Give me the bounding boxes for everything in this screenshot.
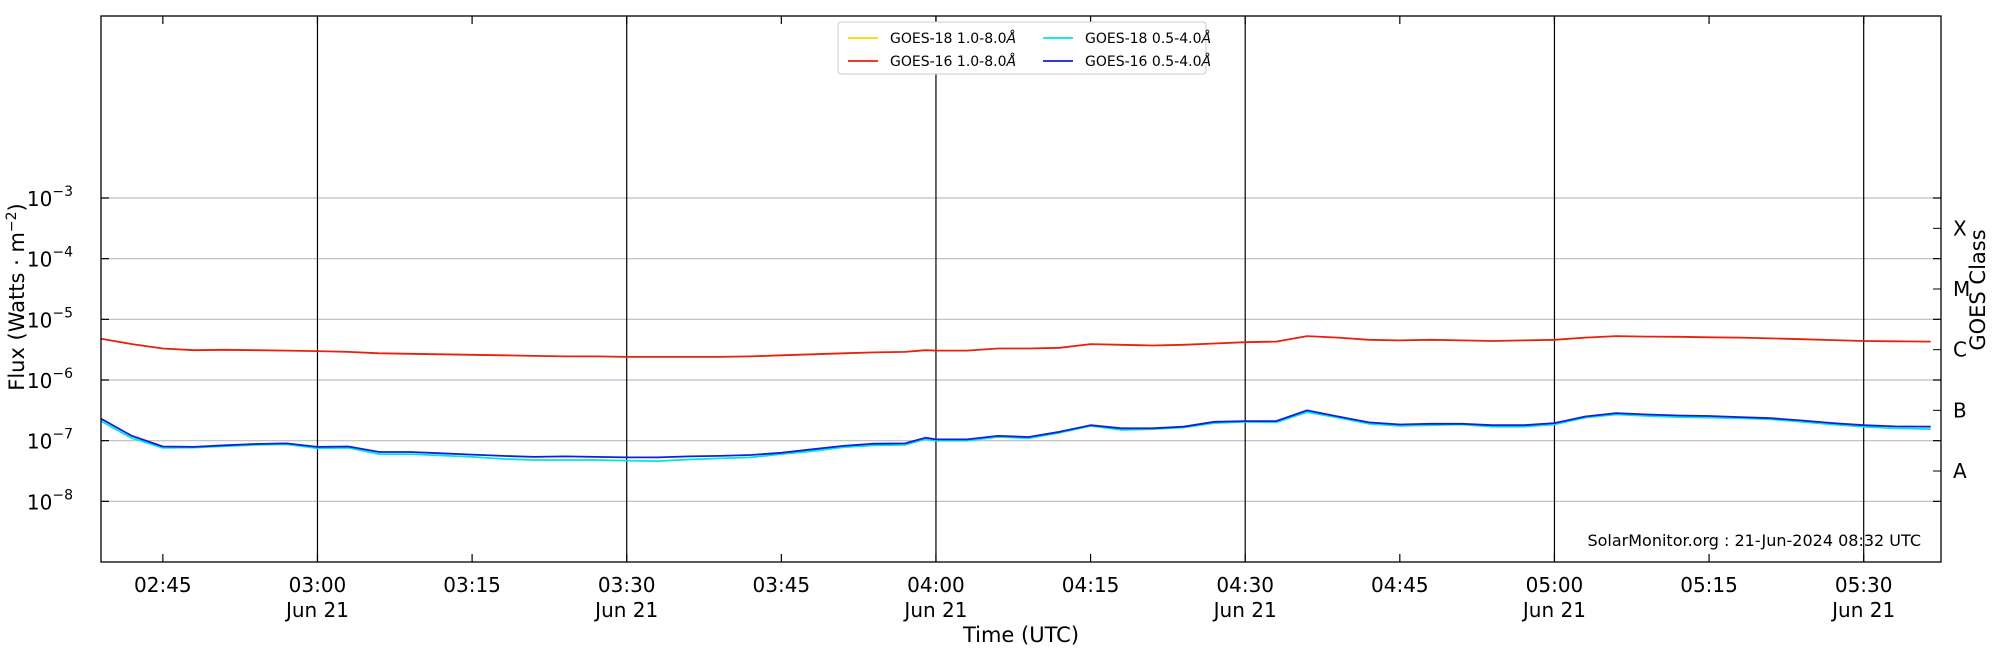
y-tick-exponent: −4 — [52, 245, 73, 261]
watermark-text: SolarMonitor.org : 21-Jun-2024 08:32 UTC — [1587, 531, 1921, 550]
y-tick-label: 10−8 — [27, 487, 73, 514]
x-tick-label: 04:45 — [1371, 573, 1429, 597]
legend-label-name: GOES-16 1.0-8.0 — [890, 54, 1007, 70]
x-tick-label: 03:00 — [289, 573, 347, 597]
legend: GOES-18 1.0-8.0Å GOES-18 0.5-4.0ÅGOES-16 … — [837, 21, 1211, 75]
y-tick-exponent: −6 — [52, 366, 73, 382]
series-line-goes-16-1-0-8-0 — [100, 335, 1931, 358]
goes-class-labels: X M C B A — [1933, 216, 1970, 483]
x-tick-label: 05:30 — [1835, 573, 1893, 597]
x-tick-label: 05:00 — [1526, 573, 1584, 597]
x-tick-label: 04:15 — [1062, 573, 1120, 597]
y-tick-mantissa: 10 — [27, 490, 52, 514]
x-tick-date-label: Jun 21 — [593, 598, 658, 622]
x-tick-label: 04:00 — [907, 573, 965, 597]
y-tick-mantissa: 10 — [27, 187, 52, 211]
x-tick-date-label: Jun 21 — [1521, 598, 1586, 622]
goes-class-label: A — [1953, 459, 1967, 483]
x-tick-date-label: Jun 21 — [284, 598, 349, 622]
legend-box — [837, 21, 1207, 75]
legend-label-name: GOES-16 0.5-4.0 — [1085, 54, 1202, 70]
x-tick-label: 05:15 — [1680, 573, 1738, 597]
x-tick-label: 03:45 — [753, 573, 811, 597]
goes-class-label: M — [1953, 277, 1970, 301]
y-axis-title: Flux (Watts · m−2) — [4, 203, 29, 391]
legend-label-unit: Å — [1006, 53, 1017, 70]
series-line-goes-16-0-5-4-0 — [100, 409, 1931, 459]
legend-label-unit: Å — [1201, 53, 1212, 70]
day-time-markers — [316, 16, 1865, 562]
y-tick-label: 10−5 — [27, 305, 73, 332]
y-tick-mantissa: 10 — [27, 369, 52, 393]
goes-class-label: B — [1953, 398, 1967, 422]
legend-label: GOES-18 0.5-4.0Å — [1085, 30, 1211, 47]
x-tick-date-label: Jun 21 — [902, 598, 967, 622]
x-tick-label: 03:30 — [598, 573, 656, 597]
x-tick-date-label: Jun 21 — [1830, 598, 1895, 622]
y-axis-ticks: 10−310−410−510−610−710−8 — [27, 184, 1941, 514]
series-line-goes-18-0-5-4-0 — [100, 411, 1931, 463]
goes-class-label: X — [1953, 216, 1967, 240]
y-axis-title-close: ) — [5, 203, 29, 211]
y-tick-exponent: −5 — [52, 305, 73, 321]
goes-class-label: C — [1953, 338, 1967, 362]
y-axis-title-exponent: −2 — [4, 211, 20, 232]
grid — [101, 197, 1941, 502]
legend-label-unit: Å — [1006, 30, 1017, 47]
y-tick-mantissa: 10 — [27, 430, 52, 454]
x-tick-label: 03:15 — [443, 573, 501, 597]
y-axis-title-main: Flux (Watts · m — [5, 232, 29, 391]
x-tick-label: 04:30 — [1216, 573, 1274, 597]
y-tick-label: 10−4 — [27, 245, 73, 272]
y-tick-exponent: −7 — [52, 427, 73, 443]
x-tick-label: 02:45 — [134, 573, 192, 597]
legend-label-unit: Å — [1201, 30, 1212, 47]
legend-label-name: GOES-18 1.0-8.0 — [890, 31, 1007, 47]
x-axis-title: Time (UTC) — [962, 623, 1079, 647]
y-tick-label: 10−6 — [27, 366, 73, 393]
flux-series — [100, 335, 1931, 463]
y-tick-exponent: −3 — [52, 184, 73, 200]
legend-label: GOES-16 0.5-4.0Å — [1085, 53, 1211, 70]
y-tick-mantissa: 10 — [27, 248, 52, 272]
legend-label: GOES-16 1.0-8.0Å — [890, 53, 1016, 70]
y-tick-exponent: −8 — [52, 487, 73, 503]
y-tick-mantissa: 10 — [27, 308, 52, 332]
goes-class-axis-title: GOES Class — [1966, 229, 1990, 350]
legend-label-name: GOES-18 0.5-4.0 — [1085, 31, 1202, 47]
legend-label: GOES-18 1.0-8.0Å — [890, 30, 1016, 47]
y-tick-label: 10−3 — [27, 184, 73, 211]
y-tick-label: 10−7 — [27, 427, 73, 454]
x-tick-date-label: Jun 21 — [1212, 598, 1277, 622]
